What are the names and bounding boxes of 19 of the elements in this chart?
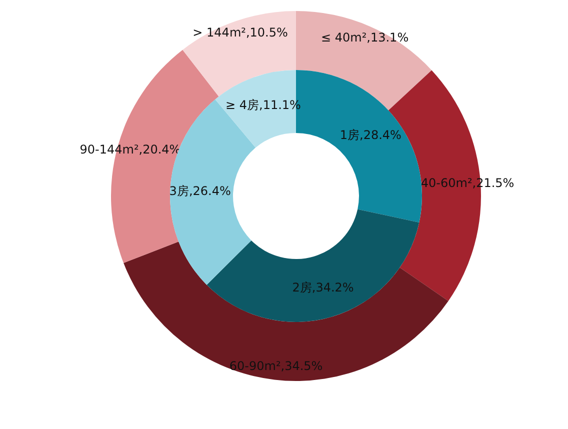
data-label: ,34.5% (280, 359, 323, 374)
data-label: ,26.4% (188, 184, 231, 198)
data-label: ,20.4% (138, 142, 181, 156)
slice-label: ≥ 4房 (226, 98, 260, 112)
slice-label: 60-90m² (229, 359, 281, 374)
data-label: ,28.4% (360, 128, 402, 142)
donut-slice (124, 242, 448, 381)
donut-slice (182, 11, 296, 96)
slice-label: 1房 (340, 128, 360, 142)
slice-label: 90-144m² (80, 142, 139, 156)
slice-label: 2房 (292, 280, 312, 294)
donut-slice (206, 209, 420, 322)
data-label: ,13.1% (366, 30, 409, 45)
slice-label: 40-60m² (420, 176, 472, 190)
data-label: ,34.2% (312, 280, 354, 294)
slice-label: ≤ 40m² (321, 30, 367, 45)
slice-label: > 144m² (192, 26, 246, 40)
slice-label: 3房 (169, 184, 189, 198)
data-label: ,10.5% (246, 26, 288, 40)
